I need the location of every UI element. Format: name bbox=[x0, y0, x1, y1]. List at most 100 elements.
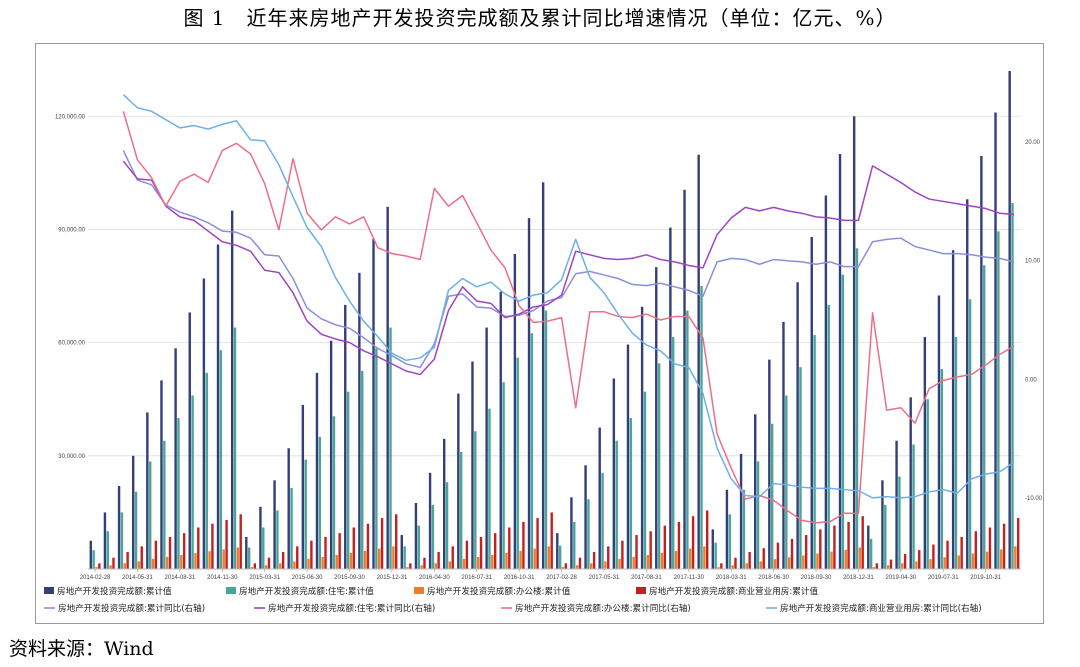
grid-lines bbox=[88, 115, 1021, 457]
bar-residential bbox=[516, 357, 519, 569]
bar-commercial bbox=[253, 563, 257, 569]
bar-commercial bbox=[706, 510, 709, 569]
x-tick-label: 2019-07-31 bbox=[928, 575, 959, 581]
x-tick-label: 2018-03-31 bbox=[716, 575, 747, 581]
bar-total bbox=[273, 480, 276, 569]
bar-residential bbox=[375, 348, 378, 569]
bar-office bbox=[674, 550, 678, 569]
bar-office bbox=[279, 563, 282, 569]
bar-total bbox=[372, 238, 375, 569]
bar-office bbox=[264, 565, 268, 569]
bar-office bbox=[151, 558, 155, 569]
bar-total bbox=[570, 497, 573, 569]
legend-label-commercial: 房地产开发投资完成额:商业营业用房:累计值 bbox=[649, 585, 818, 597]
bar-commercial bbox=[974, 531, 977, 569]
bar-office bbox=[689, 548, 692, 569]
bar-office bbox=[575, 565, 579, 569]
bar-residential bbox=[954, 336, 958, 569]
y-left-tick-label: 60,000.00 bbox=[58, 341, 85, 347]
bar-total bbox=[980, 155, 983, 569]
bar-office bbox=[95, 567, 98, 569]
bar-office bbox=[660, 552, 664, 569]
bar-total bbox=[527, 218, 531, 569]
x-tick-label: 2017-08-31 bbox=[631, 575, 662, 581]
bar-residential bbox=[657, 363, 661, 569]
bar-commercial bbox=[239, 514, 242, 569]
x-tick-label: 2015-09-30 bbox=[334, 575, 365, 581]
bar-total bbox=[499, 291, 502, 569]
y-left-tick-label: 30,000.00 bbox=[58, 454, 85, 460]
bar-commercial bbox=[380, 518, 384, 569]
legend-swatch-commercial bbox=[636, 587, 646, 594]
bar-residential bbox=[728, 514, 731, 569]
bar-residential bbox=[403, 546, 406, 569]
bar-commercial bbox=[578, 557, 582, 569]
bar-residential bbox=[558, 545, 562, 569]
bar-residential bbox=[332, 416, 336, 569]
bar-total bbox=[414, 502, 418, 569]
bar-total bbox=[485, 327, 488, 569]
bar-commercial bbox=[762, 548, 765, 569]
bar-office bbox=[604, 561, 607, 569]
bar-office bbox=[307, 558, 310, 569]
bar-commercial bbox=[804, 535, 808, 569]
bar-residential bbox=[884, 504, 887, 569]
bar-total bbox=[146, 412, 149, 569]
bar-commercial bbox=[691, 516, 695, 569]
bar-commercial bbox=[140, 546, 143, 569]
bar-office bbox=[123, 563, 126, 569]
bar-total bbox=[711, 529, 714, 569]
axis-group: 30,000.00 60,000.00 90,000.00 120,000.00 -10… bbox=[55, 114, 1043, 581]
bar-total bbox=[160, 380, 163, 569]
legend-label-total: 房地产开发投资完成额:累计值 bbox=[57, 585, 172, 597]
bar-office bbox=[787, 557, 791, 569]
bar-office bbox=[392, 546, 395, 569]
bar-commercial bbox=[621, 540, 624, 569]
bar-commercial bbox=[310, 540, 313, 569]
bar-commercial bbox=[720, 563, 723, 569]
legend-label-office: 房地产开发投资完成额:办公楼:累计值 bbox=[427, 585, 571, 597]
bar-office bbox=[109, 565, 112, 569]
bar-residential bbox=[530, 333, 534, 569]
x-tick-label: 2019-04-30 bbox=[885, 575, 916, 581]
bar-residential bbox=[120, 512, 124, 569]
bar-commercial bbox=[211, 523, 214, 569]
chart-canvas: 30,000.00 60,000.00 90,000.00 120,000.00 -10… bbox=[44, 71, 1043, 614]
bar-commercial bbox=[889, 559, 893, 569]
bar-total bbox=[683, 189, 686, 569]
bar-office bbox=[901, 563, 904, 569]
x-tick-label: 2018-12-31 bbox=[843, 575, 874, 581]
bar-residential bbox=[855, 248, 859, 569]
bar-commercial bbox=[649, 531, 652, 569]
bar-office bbox=[222, 549, 225, 569]
legend-label-residential_yoy: 房地产开发投资完成额:住宅:累计同比(右轴) bbox=[268, 602, 435, 614]
x-tick-label: 2016-07-31 bbox=[461, 575, 492, 581]
legend-swatch-office bbox=[414, 587, 424, 594]
bar-commercial bbox=[748, 552, 751, 569]
bar-commercial bbox=[197, 527, 200, 569]
bar-residential bbox=[134, 491, 138, 569]
bar-total bbox=[725, 489, 729, 569]
bar-office bbox=[293, 561, 296, 569]
bar-total bbox=[838, 154, 842, 569]
x-tick-label: 2015-12-31 bbox=[377, 575, 408, 581]
bar-residential bbox=[615, 440, 618, 569]
bar-residential bbox=[346, 391, 350, 569]
bar-residential bbox=[940, 369, 944, 569]
bar-commercial bbox=[790, 538, 794, 569]
bar-office bbox=[363, 550, 367, 569]
x-tick-label: 2015-06-30 bbox=[292, 575, 323, 581]
bar-office bbox=[816, 553, 819, 569]
x-tick-label: 2018-09-30 bbox=[801, 575, 832, 581]
bar-residential bbox=[926, 399, 929, 569]
x-tick-label: 2016-10-31 bbox=[504, 575, 535, 581]
bar-total bbox=[994, 112, 997, 569]
bar-office bbox=[448, 561, 452, 569]
y-right-tick-label: 10.00 bbox=[1025, 259, 1041, 265]
bar-total bbox=[132, 455, 135, 569]
bar-total bbox=[202, 278, 206, 569]
bar-total bbox=[640, 306, 644, 569]
bar-office bbox=[886, 565, 890, 569]
bar-residential bbox=[968, 299, 972, 569]
bar-residential bbox=[700, 286, 703, 569]
